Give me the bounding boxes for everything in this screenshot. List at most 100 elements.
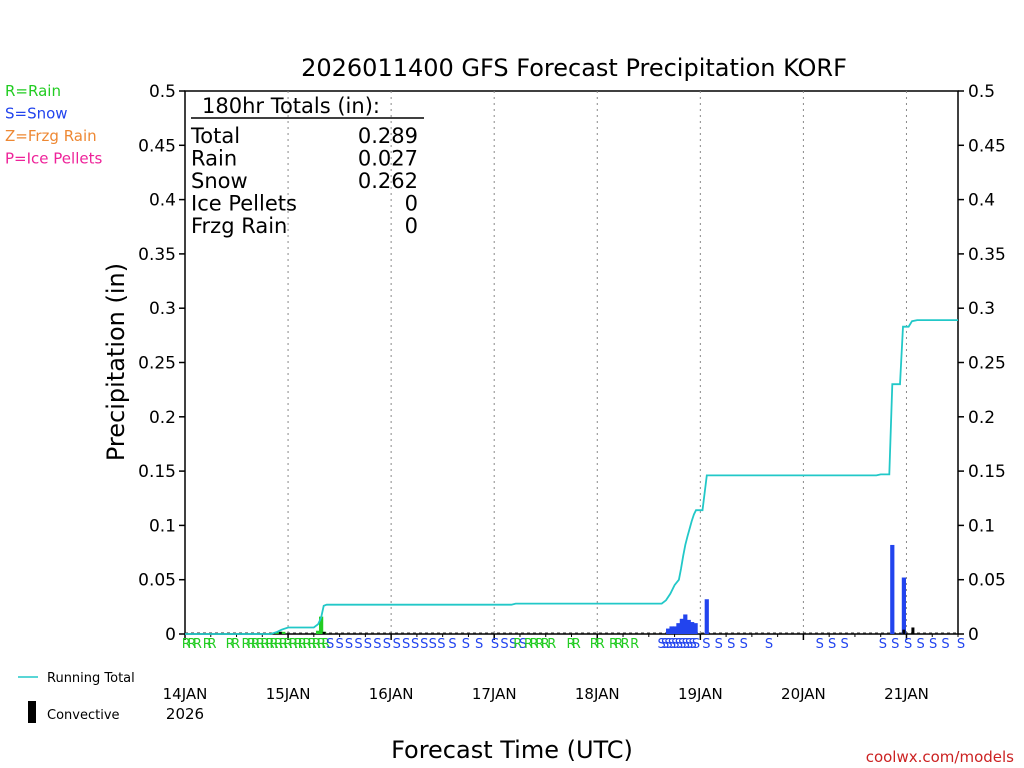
ptype-marker: S [727, 637, 735, 652]
ptype-marker: S [429, 637, 437, 652]
x-tick-label: 14JAN [163, 685, 208, 703]
y-tick-label: 0.3 [149, 299, 176, 319]
precip-bar [672, 626, 678, 634]
ptype-marker: S [828, 637, 836, 652]
ptype-marker: R [294, 637, 303, 652]
totals-row-value: 0.289 [358, 124, 418, 148]
ptype-marker: S [519, 637, 527, 652]
ptype-marker: R [226, 637, 235, 652]
convective-bars [278, 627, 915, 634]
x-tick-label: 17JAN [472, 685, 517, 703]
convective-bar [278, 631, 282, 634]
totals-row-label: Snow [191, 169, 248, 193]
x-tick-sublabel: 2026 [166, 705, 204, 723]
ptype-marker: R [187, 637, 196, 652]
plot-frame [184, 90, 959, 635]
ptype-marker: S [383, 637, 391, 652]
y-tick-label: 0 [165, 625, 176, 645]
x-tick-label: 21JAN [884, 685, 929, 703]
ptype-marker: R [182, 637, 191, 652]
ptype-marker: R [530, 637, 539, 652]
ptype-marker: S [664, 637, 672, 652]
ptype-marker: S [740, 637, 748, 652]
ptype-marker: S [326, 637, 334, 652]
ptype-marker: S [373, 637, 381, 652]
ptype-marker: S [345, 637, 353, 652]
ptype-marker: R [260, 637, 269, 652]
precip-bar [704, 599, 709, 634]
ptype-marker: R [321, 637, 330, 652]
ptype-marker: R [312, 637, 321, 652]
x-tick-label: 18JAN [575, 685, 620, 703]
ptype-marker: S [692, 637, 700, 652]
ptype-marker: S [658, 637, 666, 652]
ptype-marker: R [298, 637, 307, 652]
ptype-marker: S [509, 637, 517, 652]
ptype-marker: S [702, 637, 710, 652]
precip-bar [281, 631, 286, 634]
totals-row-label: Total [190, 124, 240, 148]
running-total-legend-label: Running Total [47, 671, 135, 686]
totals-row-value: 0 [405, 192, 418, 216]
y-tick-label-right: 0.45 [968, 136, 1006, 156]
ptype-marker: S [678, 637, 686, 652]
day-gridlines [287, 91, 907, 634]
y-tick-label-right: 0.1 [968, 516, 995, 536]
ptype-marker: S [891, 637, 899, 652]
ptype-marker: R [289, 637, 298, 652]
x-tick-label: 16JAN [369, 685, 414, 703]
ptype-marker: S [675, 637, 683, 652]
legend-frzg-rain: Z=Frzg Rain [5, 127, 97, 145]
totals-row-value: 0.262 [358, 169, 418, 193]
ptype-marker: R [208, 637, 217, 652]
ptype-marker: S [682, 637, 690, 652]
totals-row-value: 0.027 [358, 147, 418, 171]
precip-bar [683, 614, 688, 634]
ptype-marker: R [541, 637, 550, 652]
ptype-marker: S [437, 637, 445, 652]
y-tick-label: 0.2 [149, 408, 176, 428]
precip-type-legend: R=Rain S=Snow Z=Frzg Rain P=Ice Pellets [5, 82, 102, 168]
totals-row-label: Rain [191, 147, 237, 171]
precip-bar [669, 626, 674, 634]
ptype-marker: S [671, 637, 679, 652]
x-tick-label: 19JAN [678, 685, 723, 703]
precip-bar [319, 616, 324, 634]
ptype-marker: S [402, 637, 410, 652]
totals-row-label: Frzg Rain [191, 214, 287, 238]
x-tick-label: 15JAN [266, 685, 311, 703]
ptype-marker: S [917, 637, 925, 652]
convective-bar [911, 627, 915, 634]
ptype-marker: S [393, 637, 401, 652]
convective-bar [322, 631, 326, 634]
precip-bar [686, 619, 691, 634]
y-tick-label: 0.45 [138, 136, 176, 156]
running-total-line [185, 319, 958, 635]
ptype-marker: S [765, 637, 773, 652]
ptype-marker: R [251, 637, 260, 652]
ptype-marker: S [354, 637, 362, 652]
ptype-marker: S [462, 637, 470, 652]
ptype-marker: R [266, 637, 275, 652]
precip-bar [679, 618, 684, 634]
ptype-marker: R [203, 637, 212, 652]
ptype-marker: S [491, 637, 499, 652]
totals-box: 180hr Totals (in): Total 0.289 Rain 0.027 Sno… [190, 94, 424, 238]
ptype-marker: R [513, 637, 522, 652]
ptype-marker: R [630, 637, 639, 652]
convective-swatch [28, 701, 36, 723]
ptype-marker: R [241, 637, 250, 652]
totals-row-label: Ice Pellets [191, 192, 297, 216]
y-tick-label-right: 0.25 [968, 354, 1006, 374]
ptype-marker: S [420, 637, 428, 652]
ptype-marker: S [816, 637, 824, 652]
legend-rain: R=Rain [5, 82, 61, 100]
ptype-marker: S [685, 637, 693, 652]
ptype-marker: S [475, 637, 483, 652]
ptype-marker: R [524, 637, 533, 652]
ptype-marker: S [411, 637, 419, 652]
y-tick-label-right: 0 [968, 625, 979, 645]
x-axis-label: Forecast Time (UTC) [391, 736, 633, 764]
